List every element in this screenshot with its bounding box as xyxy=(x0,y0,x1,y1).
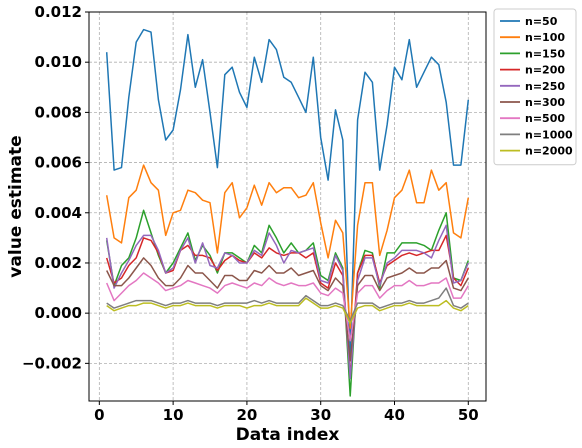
y-tick-label: 0.000 xyxy=(35,304,82,322)
legend-label: n=50 xyxy=(525,15,558,28)
series-line-n-300 xyxy=(106,257,469,362)
y-tick-label: 0.002 xyxy=(35,254,82,272)
legend-label: n=300 xyxy=(525,96,565,109)
series-line-n-250 xyxy=(105,224,469,380)
legend-label: n=2000 xyxy=(525,145,573,158)
series-line-n-100 xyxy=(105,164,470,329)
legend-label: n=250 xyxy=(525,80,565,93)
legend-frame xyxy=(493,8,577,166)
y-tick-label: 0.012 xyxy=(35,3,82,21)
legend-label: n=200 xyxy=(525,64,565,77)
series-lines xyxy=(105,28,470,397)
legend: n=50 n=100 n=150 n=200 n=250 n=300 n=500 n=1000… xyxy=(493,8,577,166)
series-line-n-1000 xyxy=(106,287,469,322)
y-tick-label: 0.010 xyxy=(35,53,82,71)
y-axis-label: value estimate xyxy=(6,135,26,277)
x-tick-label: 30 xyxy=(310,406,331,424)
series-line-n-2000 xyxy=(106,297,469,324)
x-tick-label: 20 xyxy=(236,406,257,424)
x-tick-label: 50 xyxy=(458,406,479,424)
y-tick-label: −0.002 xyxy=(22,354,82,372)
series-line-n-500 xyxy=(106,272,469,342)
y-tick-label: 0.004 xyxy=(35,204,82,222)
legend-label: n=150 xyxy=(525,47,565,60)
x-tick-label: 0 xyxy=(94,406,104,424)
x-tick-label: 40 xyxy=(384,406,405,424)
legend-label: n=100 xyxy=(525,31,565,44)
grid xyxy=(89,11,486,401)
series-line-n-50 xyxy=(105,28,470,355)
legend-label: n=1000 xyxy=(525,128,573,141)
legend-label: n=500 xyxy=(525,112,565,125)
axis-ticks: 0 10 20 30 40 50 −0.002 0.000 0.002 0.004 0.006 0.0… xyxy=(22,3,479,424)
x-axis-label: Data index xyxy=(236,425,340,445)
plot-frame xyxy=(88,11,487,402)
x-tick-label: 10 xyxy=(163,406,184,424)
y-tick-label: 0.008 xyxy=(35,103,82,121)
y-tick-label: 0.006 xyxy=(35,154,82,172)
